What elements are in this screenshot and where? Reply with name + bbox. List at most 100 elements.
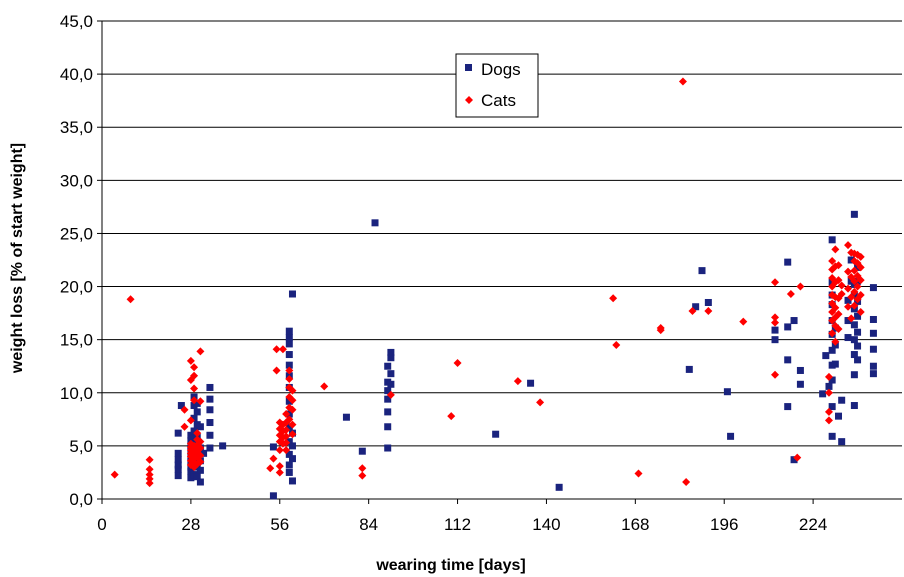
dogs-point-120	[844, 317, 852, 325]
cats-point-150	[856, 263, 865, 272]
dogs-point-31	[193, 399, 201, 407]
cats-point-6	[145, 455, 154, 464]
cats-point-41	[196, 347, 205, 356]
cats-point-60	[282, 432, 291, 441]
cats-point-148	[856, 291, 865, 300]
cats-point-96	[771, 278, 780, 287]
dogs-point-94	[784, 403, 792, 411]
dogs-point-98	[796, 380, 804, 388]
cats-point-76	[358, 471, 367, 480]
cats-point-64	[285, 415, 294, 424]
dogs-point-90	[771, 326, 779, 334]
dogs-point-61	[288, 477, 296, 485]
cats-point-149	[856, 276, 865, 285]
series-cats	[110, 77, 865, 488]
dogs-point-117	[838, 438, 846, 446]
dogs-point-65	[288, 290, 296, 298]
dogs-point-145	[869, 284, 877, 292]
cats-point-69	[285, 366, 294, 375]
cats-point-37	[196, 451, 205, 460]
cats-point-122	[834, 310, 843, 319]
cats-point-127	[837, 281, 846, 290]
dogs-point-1	[174, 465, 182, 473]
cats-point-63	[282, 410, 291, 419]
dogs-point-45	[269, 443, 277, 451]
dogs-point-44	[219, 442, 227, 450]
cats-point-121	[834, 325, 843, 334]
cats-point-16	[186, 416, 195, 425]
cats-point-91	[704, 306, 713, 315]
y-tick-labels: 0,0 5,0 10,0 15,0 20,0 25,0 30,0 35,0 40,0 45,0	[60, 12, 93, 509]
dogs-point-78	[387, 354, 395, 362]
x-tick-label-6: 168	[621, 515, 649, 534]
dogs-point-135	[854, 328, 862, 336]
x-tick-label-2: 56	[270, 515, 289, 534]
dogs-point-89	[771, 336, 779, 344]
dogs-point-116	[835, 412, 843, 420]
cats-point-79	[447, 412, 456, 421]
dogs-point-48	[285, 461, 293, 469]
cats-point-130	[844, 267, 853, 276]
dogs-point-76	[387, 380, 395, 388]
dogs-point-100	[822, 352, 830, 360]
cats-point-84	[612, 340, 621, 349]
dogs-point-81	[492, 430, 500, 438]
y-axis-title: weight loss [% of start weight]	[9, 143, 26, 374]
dogs-point-62	[288, 455, 296, 463]
dogs-point-118	[838, 396, 846, 404]
x-tick-label-8: 224	[799, 515, 827, 534]
x-tick-labels: 0 28 56 84 112 140 168 196 224	[97, 515, 827, 534]
dogs-point-20	[190, 427, 198, 435]
cats-point-99	[796, 282, 805, 291]
cats-point-135	[847, 248, 856, 257]
cats-point-125	[834, 261, 843, 270]
cats-point-75	[320, 382, 329, 391]
cats-point-80	[453, 359, 462, 368]
dogs-point-124	[850, 402, 858, 410]
cats-point-93	[771, 370, 780, 379]
cats-point-74	[288, 386, 297, 395]
cats-point-128	[844, 302, 853, 311]
cats-point-36	[196, 457, 205, 466]
x-tick-label-5: 140	[532, 515, 560, 534]
data-points	[110, 77, 877, 500]
dogs-point-132	[850, 210, 858, 218]
dogs-point-6	[177, 402, 185, 410]
dogs-point-0	[174, 472, 182, 480]
dogs-point-2	[174, 461, 182, 469]
cats-point-112	[828, 257, 837, 266]
cats-point-102	[824, 388, 833, 397]
cats-point-68	[285, 374, 294, 383]
cats-point-120	[831, 245, 840, 254]
dogs-point-42	[206, 395, 214, 403]
cats-point-71	[288, 420, 297, 429]
legend-dogs-label: Dogs	[481, 60, 521, 79]
dogs-point-144	[869, 315, 877, 323]
y-tick-label-3: 15,0	[60, 331, 93, 350]
dogs-point-122	[847, 256, 855, 264]
dogs-point-51	[285, 423, 293, 431]
dogs-point-5	[174, 429, 182, 437]
cats-point-132	[847, 314, 856, 323]
dogs-point-4	[174, 449, 182, 457]
cats-point-78	[386, 390, 395, 399]
legend-cats-marker	[465, 96, 473, 104]
cats-point-57	[278, 345, 287, 354]
cats-point-98	[793, 453, 802, 462]
cats-point-138	[850, 277, 859, 286]
cats-point-2	[145, 479, 154, 488]
dogs-point-50	[285, 438, 293, 446]
dogs-point-136	[854, 312, 862, 320]
dogs-point-37	[200, 449, 208, 457]
dogs-point-72	[384, 395, 392, 403]
dogs-point-134	[854, 342, 862, 350]
dogs-point-82	[555, 483, 563, 491]
cats-point-85	[634, 469, 643, 478]
dogs-point-83	[685, 365, 693, 373]
cats-point-18	[186, 356, 195, 365]
x-tick-label-3: 84	[359, 515, 378, 534]
cats-point-7	[180, 422, 189, 431]
cats-point-48	[275, 446, 284, 455]
dogs-point-142	[869, 345, 877, 353]
